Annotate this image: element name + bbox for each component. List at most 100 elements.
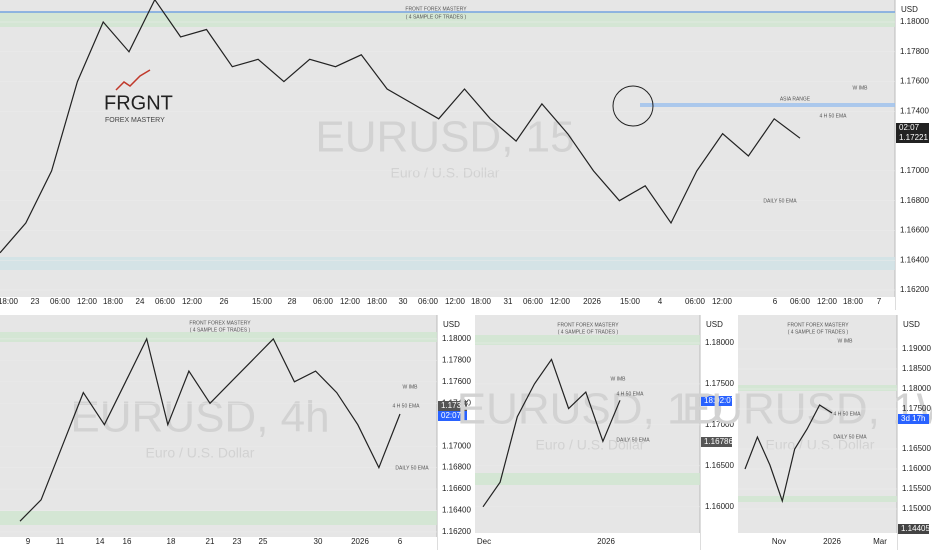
time-label: 18:00 xyxy=(367,297,388,306)
time-label: 12:00 xyxy=(77,297,98,306)
price-tag-box xyxy=(898,414,929,424)
price-tag: 18:02:07 xyxy=(704,396,736,405)
time-label: 4 xyxy=(658,297,663,306)
annotation: W IMB xyxy=(611,376,627,382)
price-label: 1.18500 xyxy=(902,364,931,373)
zone xyxy=(0,511,437,525)
price-line xyxy=(482,358,621,508)
time-label: 21 xyxy=(206,537,215,546)
annotation: 4 H 50 EMA xyxy=(820,113,848,119)
price-label: 1.16500 xyxy=(902,444,931,453)
price-label: 1.16600 xyxy=(442,484,471,493)
annotation: FRONT FOREX MASTERY xyxy=(405,6,467,12)
price-tag-box xyxy=(438,401,467,411)
time-label: 18 xyxy=(167,537,176,546)
price-label: 1.16800 xyxy=(442,463,471,472)
time-axis xyxy=(0,297,895,310)
price-tag: 3d 17h xyxy=(901,414,925,423)
annotation: W IMB xyxy=(853,85,869,91)
time-label: Dec xyxy=(477,537,491,546)
watermark-subtitle: Euro / U.S. Dollar xyxy=(536,437,645,453)
time-label: 16 xyxy=(123,537,132,546)
currency: USD xyxy=(901,5,918,14)
zone xyxy=(640,103,895,107)
price-label: 1.17500 xyxy=(902,404,931,413)
time-label: 12:00 xyxy=(550,297,571,306)
logo-mark xyxy=(115,69,151,91)
watermark: EURUSD, 1D xyxy=(457,385,724,434)
time-label: 31 xyxy=(504,297,513,306)
price-label: 1.17000 xyxy=(705,420,734,429)
price-label: 1.18000 xyxy=(902,384,931,393)
price-label: 1.17400 xyxy=(900,106,929,115)
zone xyxy=(0,12,895,27)
price-tag: 1.17361 xyxy=(441,401,470,410)
time-label: 6 xyxy=(773,297,778,306)
time-label: 18:00 xyxy=(0,297,19,306)
price-label: 1.16400 xyxy=(900,255,929,264)
annotation: W IMB xyxy=(838,338,854,344)
chart-pane: EURUSD, 15 Euro / U.S. Dollar 1.18000 1.178… xyxy=(0,0,930,310)
time-label: 26 xyxy=(220,297,229,306)
annotation: DAILY 50 EMA xyxy=(763,198,797,204)
price-label: 1.17000 xyxy=(900,166,929,175)
time-label: 18:00 xyxy=(843,297,864,306)
logo-subtitle: FOREX MASTERY xyxy=(105,117,165,124)
price-label: 1.17800 xyxy=(442,355,471,364)
annotation: FRONT FOREX MASTERY xyxy=(557,322,619,328)
chart-pane: EURUSD, 1D Euro / U.S. Dollar 1.18000 1.175… xyxy=(457,315,736,550)
time-label: 14 xyxy=(96,537,105,546)
currency: USD xyxy=(706,320,723,329)
price-tag: 1.17221 xyxy=(899,133,928,142)
price-label: 1.16400 xyxy=(442,506,471,515)
price-label: 1.17000 xyxy=(442,441,471,450)
time-label: 12:00 xyxy=(445,297,466,306)
price-line xyxy=(744,404,833,504)
annotation: DAILY 50 EMA xyxy=(833,434,867,440)
time-axis xyxy=(0,537,437,550)
time-label: 9 xyxy=(26,537,31,546)
price-tag: 1.16786 xyxy=(704,437,733,446)
price-label: 1.18000 xyxy=(705,338,734,347)
price-label: 1.16200 xyxy=(442,527,471,536)
annotation: ( 4 SAMPLE OF TRADES ) xyxy=(558,329,619,335)
time-label: 24 xyxy=(136,297,145,306)
time-label: 11 xyxy=(56,537,65,546)
price-label: 1.17500 xyxy=(705,379,734,388)
price-label: 1.16000 xyxy=(705,502,734,511)
price-label: 1.16800 xyxy=(900,196,929,205)
watermark-subtitle: Euro / U.S. Dollar xyxy=(391,165,500,181)
price-tag-box xyxy=(701,396,732,406)
time-label: 06:00 xyxy=(155,297,176,306)
price-line xyxy=(19,337,401,522)
watermark-subtitle: Euro / U.S. Dollar xyxy=(766,437,875,453)
time-label: 18:00 xyxy=(471,297,492,306)
time-label: 23 xyxy=(31,297,40,306)
price-tag: 02:07 xyxy=(441,411,462,420)
time-label: 2026 xyxy=(823,537,841,546)
time-label: 12:00 xyxy=(182,297,203,306)
time-label: 06:00 xyxy=(685,297,706,306)
time-label: 30 xyxy=(399,297,408,306)
price-label: 1.16000 xyxy=(902,464,931,473)
watermark: EURUSD, 4h xyxy=(70,393,329,442)
price-label: 1.17600 xyxy=(900,77,929,86)
time-label: 06:00 xyxy=(418,297,439,306)
time-label: 12:00 xyxy=(340,297,361,306)
annotation: DAILY 50 EMA xyxy=(395,465,429,471)
price-label: 1.16500 xyxy=(705,461,734,470)
time-label: 06:00 xyxy=(523,297,544,306)
pane-background xyxy=(475,315,700,533)
annotation: 4 H 50 EMA xyxy=(617,391,645,397)
annotation: DAILY 50 EMA xyxy=(616,437,650,443)
pane-background xyxy=(0,315,437,537)
time-label: 06:00 xyxy=(790,297,811,306)
price-tag-box xyxy=(438,411,467,421)
annotation: FRONT FOREX MASTERY xyxy=(189,320,251,326)
price-label: 1.15000 xyxy=(902,504,931,513)
time-label: 7 xyxy=(877,297,882,306)
zone xyxy=(0,257,895,270)
price-tag-box xyxy=(896,133,929,143)
annotation: ( 4 SAMPLE OF TRADES ) xyxy=(788,329,849,335)
